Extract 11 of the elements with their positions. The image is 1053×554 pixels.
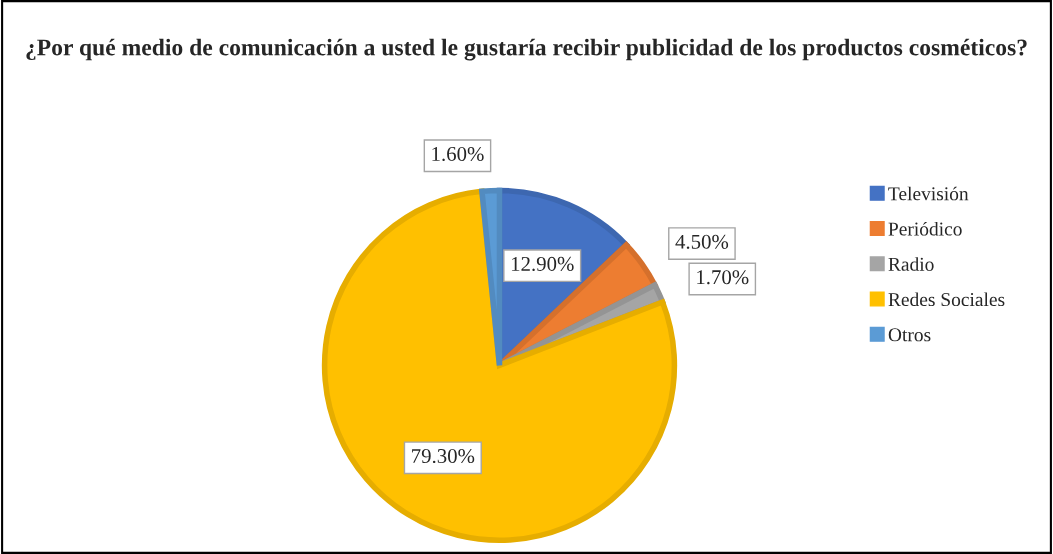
legend-label: Radio (888, 257, 934, 271)
legend-label: Televisión (888, 186, 969, 201)
legend-label: Otros (888, 328, 931, 342)
data-label: 12.90% (511, 256, 574, 272)
data-label: 4.50% (675, 234, 729, 249)
legend-label: Redes Sociales (888, 292, 1005, 307)
data-label: 1.60% (432, 146, 484, 162)
data-label: 79.30% (412, 448, 475, 464)
legend-label: Periódico (888, 221, 962, 236)
data-label: 1.70% (697, 270, 749, 285)
chart-title: ¿Por qué medio de comunicación a usted le gustaría recibir publicidad de los productos cosméticos? (26, 38, 1027, 61)
